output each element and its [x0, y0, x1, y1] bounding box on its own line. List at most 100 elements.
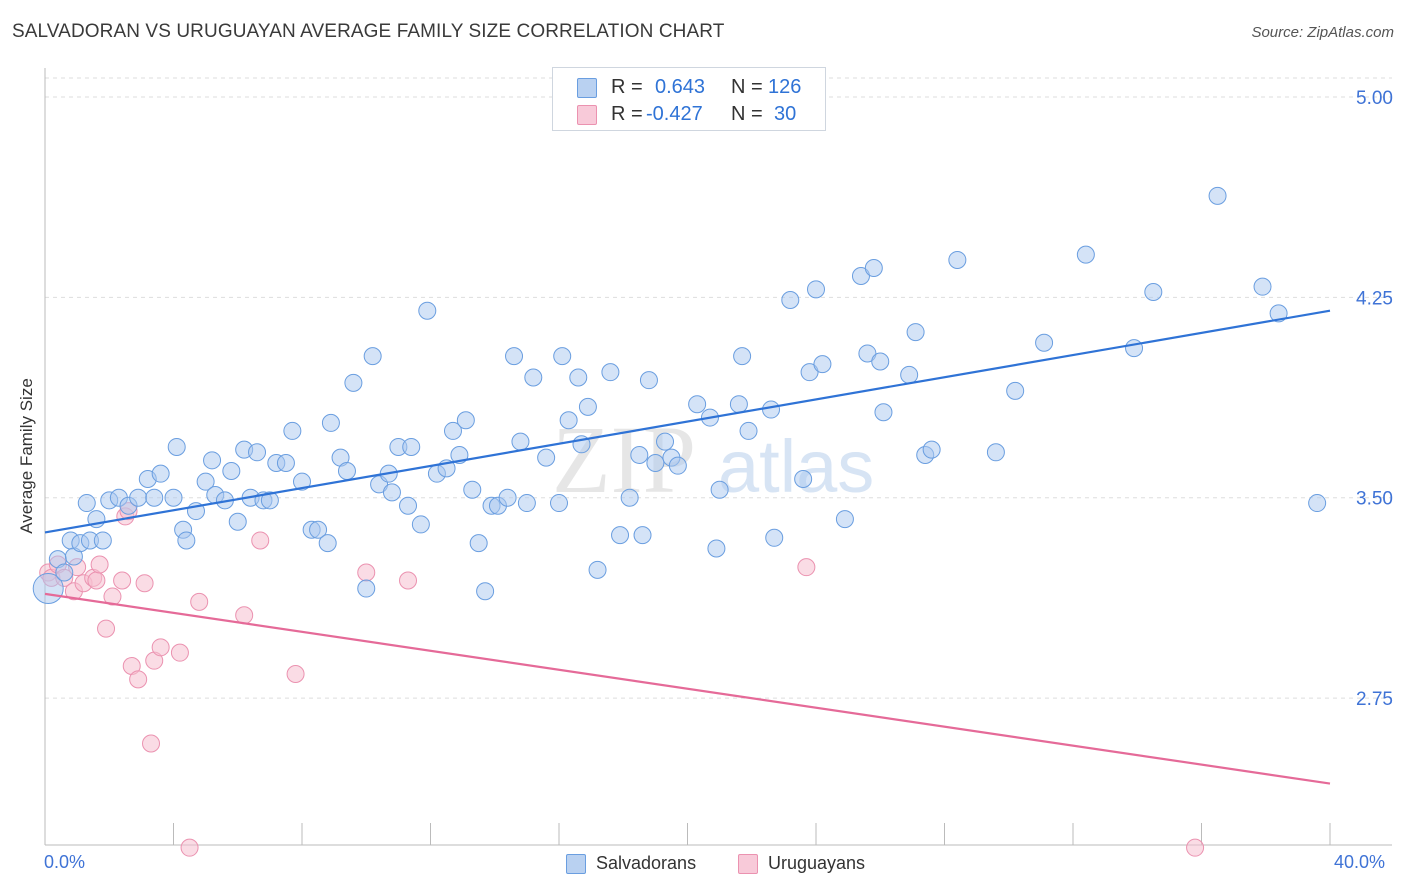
uruguayans-point: [797, 558, 816, 577]
salvadorans-point: [646, 453, 665, 472]
salvadorans-point: [469, 534, 488, 553]
salvadorans-point: [309, 520, 328, 539]
legend-r-label: R =: [611, 102, 643, 125]
y-tick-label: 3.50: [1356, 489, 1393, 510]
salvadorans-point: [858, 344, 877, 363]
salvadorans-point: [874, 403, 893, 422]
salvadorans-point: [835, 510, 854, 529]
legend-swatch-blue: [577, 78, 597, 98]
salvadorans-point: [357, 579, 376, 598]
salvadorans-point: [1308, 494, 1327, 513]
salvadorans-point: [1269, 304, 1288, 323]
chart-source: Source: ZipAtlas.com: [1251, 24, 1394, 41]
salvadorans-point: [517, 494, 536, 513]
uruguayans-point: [286, 665, 305, 684]
uruguayans-point: [103, 587, 122, 606]
uruguayans-point: [97, 619, 116, 638]
salvadorans-point: [476, 582, 495, 601]
salvadorans-trend-line: [44, 309, 1331, 534]
legend-label-salvadorans: Salvadorans: [596, 853, 697, 873]
salvadorans-point: [765, 528, 784, 547]
uruguayans-point: [113, 571, 132, 590]
salvadorans-point: [794, 470, 813, 489]
salvadorans-point: [668, 456, 687, 475]
salvadorans-point: [1076, 245, 1095, 264]
salvadorans-point: [276, 453, 295, 472]
bottom-legend-salvadorans: Salvadorans: [566, 852, 726, 876]
salvadorans-point: [228, 512, 247, 531]
uruguayans-point: [170, 643, 189, 662]
salvadorans-point: [203, 451, 222, 470]
salvadorans-point: [948, 250, 967, 269]
salvadorans-point: [922, 440, 941, 459]
legend-swatch-blue: [566, 854, 586, 874]
salvadorans-point: [900, 365, 919, 384]
salvadorans-point: [167, 437, 186, 456]
salvadorans-point: [55, 563, 74, 582]
salvadorans-point: [443, 421, 462, 440]
uruguayans-point: [151, 638, 170, 657]
uruguayans-point: [129, 670, 148, 689]
legend-n-value: 126: [768, 75, 802, 98]
salvadorans-point: [293, 472, 311, 491]
salvadorans-point: [456, 411, 475, 430]
salvadorans-point: [418, 301, 437, 320]
uruguayans-point: [135, 574, 154, 593]
salvadorans-point: [129, 488, 148, 507]
salvadorans-point: [463, 480, 482, 499]
uruguayans-point: [399, 571, 418, 590]
salvadorans-point: [151, 464, 170, 483]
salvadorans-point: [318, 534, 337, 553]
trend-lines: [44, 309, 1331, 785]
legend-swatch-pink: [738, 854, 758, 874]
salvadorans-points: [32, 186, 1327, 605]
salvadorans-point: [93, 531, 112, 550]
salvadorans-point: [177, 531, 196, 550]
salvadorans-point: [260, 491, 279, 510]
salvadorans-point: [611, 526, 630, 545]
uruguayans-point: [235, 606, 254, 625]
y-tick-label: 5.00: [1356, 88, 1393, 109]
salvadorans-point: [524, 368, 543, 387]
salvadorans-point: [553, 347, 572, 366]
salvadorans-point: [601, 363, 620, 382]
salvadorans-point: [781, 291, 800, 310]
legend-r-value: -0.427: [646, 102, 703, 125]
axes: [44, 68, 1392, 846]
correlation-legend: R = 0.643 N = 126 R = -0.427 N = 30: [552, 67, 826, 131]
uruguayans-point: [180, 838, 199, 857]
uruguayans-point: [190, 592, 209, 611]
legend-label-uruguayans: Uruguayans: [768, 853, 866, 873]
salvadorans-point: [550, 494, 568, 513]
gridlines: [45, 77, 1392, 699]
salvadorans-point: [813, 355, 832, 374]
salvadorans-point: [559, 411, 578, 430]
salvadorans-point: [871, 352, 890, 371]
x-axis-max-label: 40.0%: [1334, 852, 1386, 872]
salvadorans-point: [363, 347, 382, 366]
legend-r-label: R =: [611, 75, 643, 98]
uruguayans-point: [357, 563, 376, 582]
y-tick-label: 4.25: [1356, 288, 1393, 309]
salvadorans-point: [537, 448, 556, 467]
salvadorans-point: [505, 347, 524, 366]
salvadorans-point: [851, 266, 870, 285]
salvadorans-point: [729, 395, 748, 414]
legend-n-label: N =: [731, 75, 763, 98]
salvadorans-point: [578, 397, 597, 416]
salvadorans-point: [283, 421, 302, 440]
uruguayans-trend-line: [44, 592, 1331, 785]
watermark-atlas: atlas: [718, 425, 874, 508]
salvadorans-point: [248, 443, 267, 462]
salvadorans-point: [762, 400, 781, 419]
salvadorans-point: [511, 432, 530, 451]
salvadorans-point: [864, 258, 883, 277]
salvadorans-point: [656, 432, 675, 451]
salvadorans-point: [411, 515, 430, 534]
uruguayans-point: [90, 555, 109, 574]
salvadorans-point: [1208, 186, 1227, 205]
salvadorans-point: [222, 462, 241, 480]
salvadorans-point: [337, 462, 356, 480]
uruguayans-point: [142, 734, 161, 753]
